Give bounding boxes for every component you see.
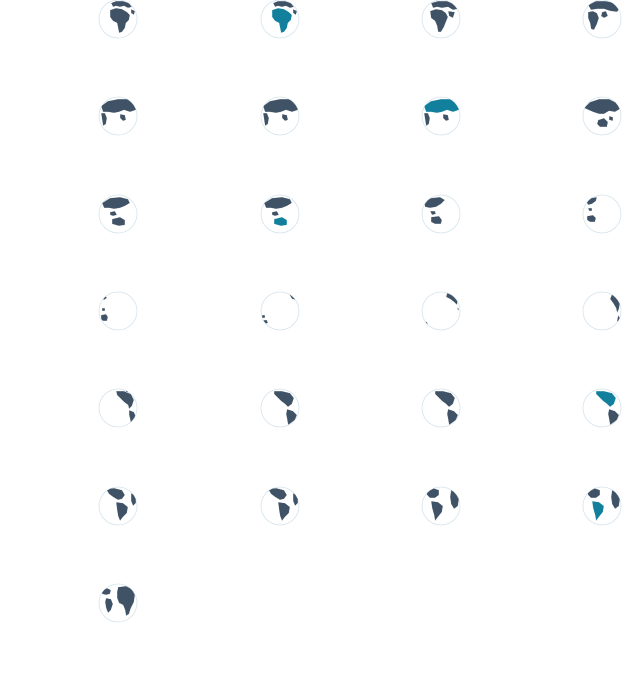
globe-graphic	[582, 0, 622, 39]
globe-graphic	[260, 388, 300, 428]
globe-graphic	[582, 194, 622, 234]
globe-north-america-highlighted-icon	[582, 388, 622, 428]
globe-graphic	[98, 291, 138, 331]
globe-graphic	[582, 388, 622, 428]
globe-americas-atlantic-icon	[260, 486, 300, 526]
globe-asia-icon	[260, 96, 300, 136]
globe-europe-africa-icon	[98, 0, 138, 39]
globe-graphic	[582, 486, 622, 526]
globe-graphic	[421, 388, 461, 428]
globe-graphic	[421, 291, 461, 331]
globe-graphic	[98, 388, 138, 428]
land-mass	[609, 116, 613, 121]
globe-americas-icon	[260, 388, 300, 428]
globe-graphic	[421, 486, 461, 526]
globe-graphic	[98, 194, 138, 234]
globe-pacific-australia-icon	[582, 194, 622, 234]
globe-americas-icon	[98, 388, 138, 428]
globe-atlantic-icon	[421, 486, 461, 526]
globe-africa-highlighted-icon	[260, 0, 300, 39]
globe-graphic	[98, 583, 138, 623]
globe-europe-africa-asia-icon	[421, 0, 461, 39]
globe-graphic	[582, 96, 622, 136]
globe-asia-australia-icon	[98, 194, 138, 234]
globe-graphic	[260, 96, 300, 136]
globe-asia-icon	[98, 96, 138, 136]
globe-atlantic-africa-icon	[98, 583, 138, 623]
globe-graphic	[421, 0, 461, 39]
globe-australia-icon	[421, 194, 461, 234]
globe-europe-asia-icon	[582, 0, 622, 39]
globe-graphic	[260, 194, 300, 234]
globe-australia-highlighted-icon	[260, 194, 300, 234]
globe-graphic	[98, 96, 138, 136]
land-mass	[102, 308, 105, 311]
globe-americas-icon	[421, 388, 461, 428]
globe-asia-highlighted-icon	[421, 96, 461, 136]
globe-pacific-icon	[98, 291, 138, 331]
globe-graphic	[98, 0, 138, 39]
land-mass	[262, 315, 265, 318]
globe-graphic	[98, 486, 138, 526]
globe-pacific-americas-icon	[582, 291, 622, 331]
globe-americas-atlantic-icon	[98, 486, 138, 526]
globe-graphic	[421, 194, 461, 234]
globe-graphic	[260, 291, 300, 331]
globe-graphic	[421, 96, 461, 136]
globe-graphic	[260, 486, 300, 526]
globe-pacific-icon	[421, 291, 461, 331]
globe-graphic	[260, 0, 300, 39]
globe-pacific-icon	[260, 291, 300, 331]
globe-graphic	[582, 291, 622, 331]
globe-south-america-highlighted-icon	[582, 486, 622, 526]
globe-asia-oceania-icon	[582, 96, 622, 136]
